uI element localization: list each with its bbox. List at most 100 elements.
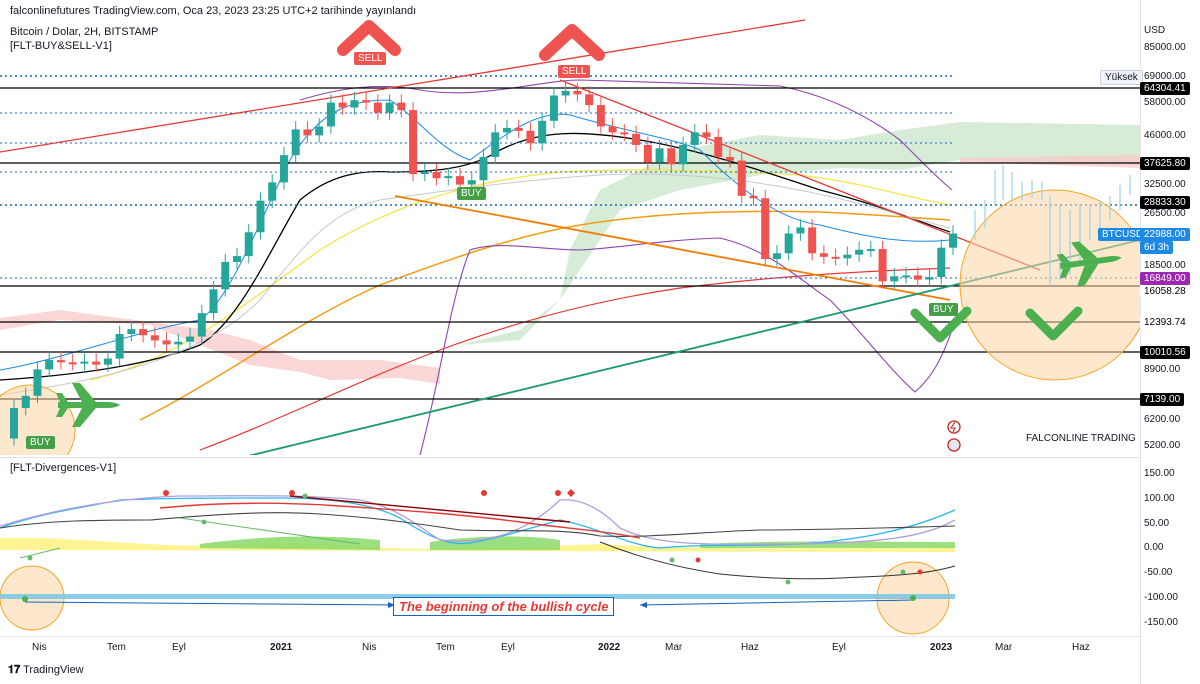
candle-up xyxy=(690,132,699,145)
cloud-green xyxy=(460,122,1140,345)
candle-up xyxy=(902,275,911,278)
candle-up xyxy=(538,120,547,144)
pane-separator[interactable] xyxy=(0,457,1140,458)
checkmark-icon xyxy=(910,306,972,343)
osc-tick: -50.00 xyxy=(1144,567,1173,578)
price-chart[interactable] xyxy=(0,0,1140,458)
candle-down xyxy=(526,130,535,144)
candle-down xyxy=(573,90,582,95)
buy-signal-tag: BUY xyxy=(457,187,486,200)
candle-down xyxy=(303,129,312,136)
candle-up xyxy=(949,233,957,248)
time-tick: Tem xyxy=(107,642,126,653)
symbol-title[interactable]: Bitcoin / Dolar, 2H, BITSTAMP xyxy=(10,26,159,38)
candle-up xyxy=(855,249,864,255)
start-circle xyxy=(0,384,76,455)
time-axis-separator xyxy=(0,636,1140,637)
candle-up xyxy=(549,95,558,121)
price-axis[interactable] xyxy=(1140,0,1200,684)
level-tag: 10010.56 xyxy=(1140,346,1190,359)
airplane-icon xyxy=(1056,241,1122,287)
candle-up xyxy=(350,100,359,108)
candlestick-series xyxy=(10,82,957,446)
price-tick: 5200.00 xyxy=(1144,440,1181,451)
last-price-tag: 22988.00 xyxy=(1140,228,1190,241)
candle-up xyxy=(80,361,89,364)
tradingview-logo[interactable]: 𝟏𝟕 TradingView xyxy=(8,664,84,677)
indicator-title[interactable]: [FLT-BUY&SELL-V1] xyxy=(10,40,112,52)
watermark: FALCONLINE TRADING xyxy=(1026,433,1136,444)
candle-up xyxy=(10,407,18,439)
candle-down xyxy=(409,110,418,175)
candle-down xyxy=(608,126,617,133)
candle-down xyxy=(913,275,922,280)
candle-down xyxy=(432,172,441,179)
candle-up xyxy=(655,148,664,163)
osc-tick: 100.00 xyxy=(1144,493,1175,504)
candle-up xyxy=(174,341,183,345)
candle-up xyxy=(385,102,394,113)
candle-down xyxy=(714,136,723,157)
candle-up xyxy=(197,313,206,337)
candle-up xyxy=(796,227,805,234)
sell-chevron-icon xyxy=(539,24,605,61)
osc-green-fill xyxy=(200,536,955,550)
candle-up xyxy=(772,253,781,260)
candle-down xyxy=(162,340,171,345)
time-tick: Eyl xyxy=(501,642,515,653)
candle-down xyxy=(667,148,676,165)
candle-down xyxy=(56,360,65,363)
candle-up xyxy=(209,289,218,314)
candle-up xyxy=(244,232,253,257)
candle-up xyxy=(103,358,112,365)
candle-down xyxy=(831,256,840,259)
candle-up xyxy=(326,102,335,127)
candle-down xyxy=(373,102,382,113)
candle-down xyxy=(725,156,734,161)
osc-yellow-fill xyxy=(0,537,955,552)
candle-down xyxy=(878,249,887,282)
osc-tick: 150.00 xyxy=(1144,468,1175,479)
candle-up xyxy=(420,172,429,175)
high-value: 69000.00 xyxy=(1144,71,1186,82)
osc-darkred-line xyxy=(289,495,571,523)
time-tick: Eyl xyxy=(172,642,186,653)
buy-signal-tag: BUY xyxy=(26,436,55,449)
level-tag: 28833.30 xyxy=(1140,196,1190,209)
level-tag: 64304.41 xyxy=(1140,82,1190,95)
candle-down xyxy=(150,335,159,341)
osc-tick: -150.00 xyxy=(1144,617,1178,628)
candle-up xyxy=(279,155,288,183)
candle-up xyxy=(221,261,230,290)
price-tick: 18500.00 xyxy=(1144,260,1186,271)
airplane-icon xyxy=(56,383,120,427)
time-tick: 2021 xyxy=(270,642,293,653)
osc-bullish-band xyxy=(0,594,955,599)
candle-up xyxy=(784,233,793,254)
oscillator-title[interactable]: [FLT-Divergences-V1] xyxy=(10,462,117,474)
candle-up xyxy=(467,180,476,185)
level-tag: 16849.00 xyxy=(1140,272,1190,285)
ma-blue xyxy=(0,99,951,371)
candle-up xyxy=(315,126,324,136)
candle-up xyxy=(925,277,934,280)
trend-orange xyxy=(394,195,951,301)
candle-down xyxy=(514,127,523,131)
buy-signal-tag: BUY xyxy=(929,303,958,316)
candle-down xyxy=(620,132,629,135)
osc-tick: 50.00 xyxy=(1144,518,1170,529)
candle-down xyxy=(338,102,347,108)
flag-icon xyxy=(947,438,961,452)
candle-down xyxy=(585,94,594,106)
candle-up xyxy=(268,182,277,201)
ma-yellow xyxy=(89,169,951,381)
bullish-cycle-annotation: The beginning of the bullish cycle xyxy=(393,597,615,616)
candle-down xyxy=(456,176,465,185)
ma-grey xyxy=(0,173,951,396)
oscillator-chart[interactable] xyxy=(0,458,1140,636)
candle-up xyxy=(291,129,300,156)
candle-down xyxy=(397,102,406,111)
osc-tick: 0.00 xyxy=(1144,542,1164,553)
tradingview-logo-icon: 𝟏𝟕 xyxy=(8,664,21,676)
cloud-red-right xyxy=(960,155,1140,168)
